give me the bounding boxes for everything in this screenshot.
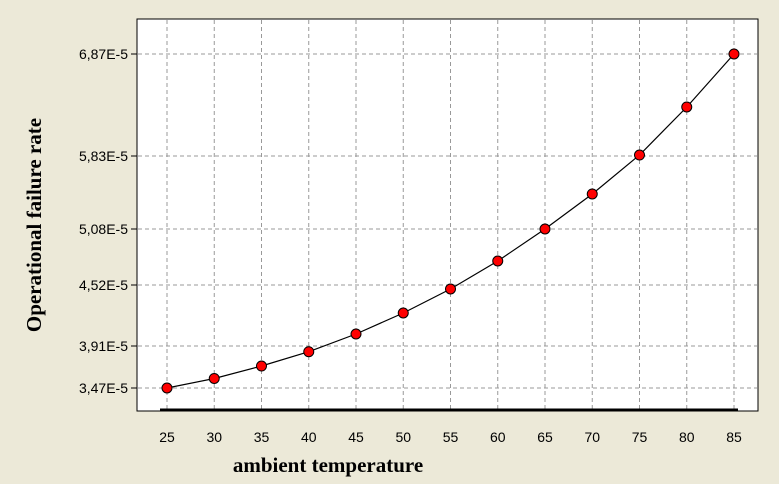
data-point [634, 149, 645, 161]
data-point [350, 328, 362, 340]
data-point [397, 307, 409, 319]
x-tick-label: 75 [632, 429, 648, 445]
x-tick-label: 80 [679, 429, 695, 445]
x-tick-label: 70 [584, 429, 600, 445]
x-tick-label: 30 [206, 429, 222, 445]
x-tick-label: 65 [537, 429, 553, 445]
data-point [586, 188, 598, 200]
y-axis-ticks: 3,47E-5 3,91E-5 4,52E-5 5,08E-5 5,83E-5 6,87E… [79, 46, 137, 396]
data-point [492, 255, 504, 267]
y-tick-label: 5,08E-5 [79, 221, 128, 237]
x-tick-label: 35 [254, 429, 270, 445]
y-tick-label: 4,52E-5 [79, 277, 128, 293]
data-point [681, 101, 693, 113]
plot-area [136, 18, 759, 412]
x-tick-label: 55 [443, 429, 459, 445]
data-point [256, 360, 267, 372]
data-point [208, 372, 220, 384]
x-tick-label: 50 [395, 429, 411, 445]
x-tick-label: 45 [348, 429, 364, 445]
x-axis-title: ambient temperature [233, 453, 423, 477]
x-tick-label: 40 [301, 429, 317, 445]
y-tick-label: 5,83E-5 [79, 148, 128, 164]
data-point [445, 283, 456, 295]
grid-lines [138, 20, 757, 409]
data-point [539, 223, 551, 235]
y-axis-title: Operational failure rate [22, 118, 46, 332]
data-point [161, 382, 173, 394]
data-point [728, 48, 740, 60]
x-tick-label: 85 [726, 429, 742, 445]
y-tick-label: 3,91E-5 [79, 338, 128, 354]
y-tick-label: 6,87E-5 [79, 46, 128, 62]
data-point [303, 346, 315, 358]
x-axis-ticks: 25 30 35 40 45 50 55 60 65 70 75 80 85 [159, 429, 742, 445]
y-tick-label: 3,47E-5 [79, 380, 128, 396]
x-tick-label: 25 [159, 429, 175, 445]
data-points [161, 48, 740, 394]
x-tick-label: 60 [490, 429, 506, 445]
